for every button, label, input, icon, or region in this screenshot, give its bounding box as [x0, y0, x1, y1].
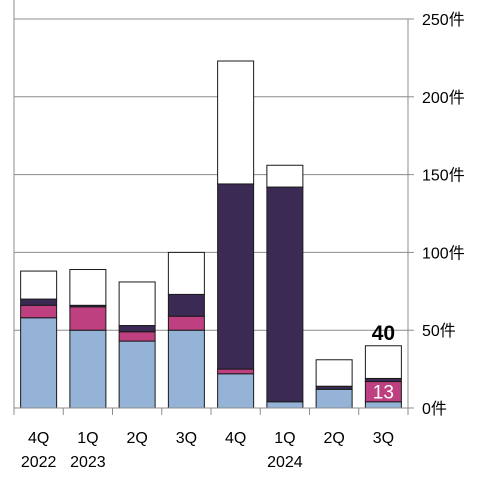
bar-segment: [315, 388, 353, 409]
bar-segment: [118, 331, 156, 342]
bar-segment: [167, 293, 205, 317]
bar-segment: [167, 251, 205, 295]
annotations: 40 13: [372, 322, 395, 404]
segment-value-label: 13: [373, 383, 394, 404]
bar-segment: [69, 329, 107, 409]
bar-segment: [266, 164, 304, 188]
bar-segment: [364, 345, 402, 379]
bar-segment: [20, 270, 58, 300]
axes: [13, 0, 409, 415]
x-tick-label: 2Q: [126, 430, 147, 447]
y-tick-label: 0件: [422, 400, 447, 418]
bar-segment: [118, 281, 156, 327]
y-tick-label: 50件: [422, 322, 456, 340]
bar-segment: [266, 401, 304, 409]
bar-segment: [20, 317, 58, 409]
bar-segment: [20, 304, 58, 319]
bar-segment: [217, 368, 255, 375]
y-tick-label: 100件: [422, 244, 465, 262]
bar-segment: [118, 325, 156, 333]
bar-segment: [217, 60, 255, 185]
bar-segment: [69, 269, 107, 306]
bars: [20, 60, 402, 409]
x-tick-label: 2Q: [323, 430, 344, 447]
bar-segment: [167, 329, 205, 409]
x-tick-labels: 4Q 1Q 2Q 3Q 4Q 1Q 2Q 3Q 2022 2023 2024: [21, 430, 394, 471]
y-tick-label: 250件: [422, 11, 465, 29]
y-tick-labels: 0件 50件 100件 150件 200件 250件: [422, 11, 465, 418]
bar-segment: [69, 306, 107, 331]
bar-segment: [217, 373, 255, 409]
bar-segment: [20, 298, 58, 306]
y-tick-label: 150件: [422, 167, 465, 185]
x-year-label: 2023: [70, 454, 106, 471]
x-tick-label: 1Q: [274, 430, 295, 447]
bar-segment: [167, 315, 205, 331]
x-year-label: 2024: [267, 454, 303, 471]
total-label: 40: [372, 322, 395, 345]
x-tick-label: 1Q: [77, 430, 98, 447]
x-tick-label: 3Q: [373, 430, 394, 447]
bar-segment: [118, 340, 156, 409]
x-tick-label: 4Q: [28, 430, 49, 447]
x-year-label: 2022: [21, 454, 57, 471]
bar-segment: [217, 183, 255, 370]
x-tick-label: 4Q: [225, 430, 246, 447]
bar-segment: [315, 359, 353, 387]
bar-segment: [266, 186, 304, 403]
y-tick-label: 200件: [422, 89, 465, 107]
x-tick-label: 3Q: [176, 430, 197, 447]
